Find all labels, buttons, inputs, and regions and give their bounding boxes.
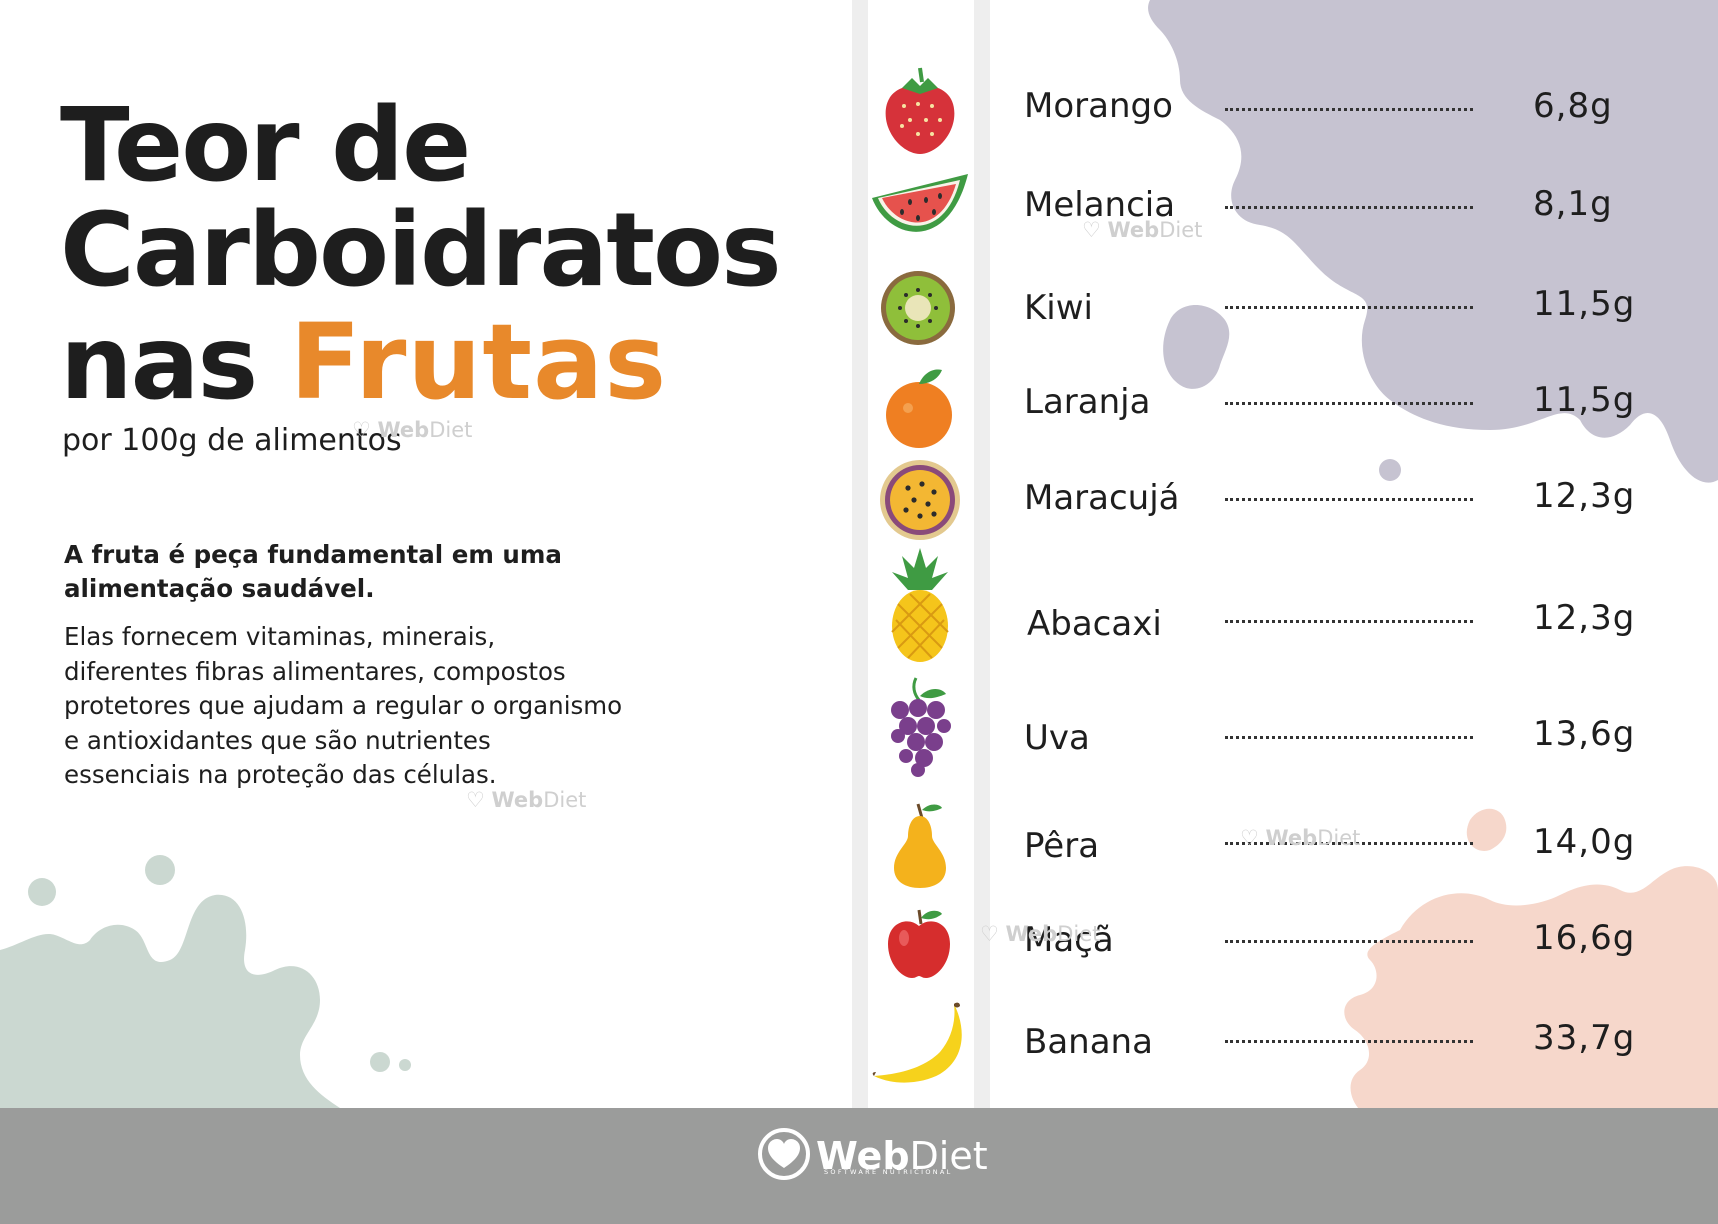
footer-brand: WebDiet — [816, 1134, 988, 1178]
list-item: Maçã 16,6g — [0, 909, 1718, 978]
fruit-name: Abacaxi — [1027, 604, 1162, 644]
carb-value: 11,5g — [1533, 284, 1636, 324]
carb-value: 14,0g — [1533, 822, 1636, 862]
dotted-leader — [1225, 108, 1473, 111]
fruit-name: Kiwi — [1024, 288, 1093, 328]
passion-fruit-icon — [880, 460, 960, 540]
carb-value: 13,6g — [1533, 714, 1636, 754]
title-line-2: Carboidratos — [60, 191, 782, 310]
carb-value: 6,8g — [1533, 86, 1613, 126]
orange-icon — [886, 369, 952, 448]
carb-value: 33,7g — [1533, 1018, 1636, 1058]
title-line-3: nas Frutas — [60, 310, 667, 415]
watermark: ♡ WebDiet — [466, 788, 587, 812]
fruit-name: Morango — [1024, 86, 1173, 126]
apple-icon — [888, 909, 950, 978]
title-prefix: nas — [60, 304, 258, 423]
dotted-leader — [1225, 842, 1473, 845]
banana-icon — [872, 1002, 962, 1083]
subtitle: por 100g de alimentos — [62, 423, 402, 458]
list-item: Morango 6,8g — [0, 67, 1718, 154]
intro-body: Elas fornecem vitaminas, minerais, difer… — [64, 622, 623, 790]
list-item: Pêra 14,0g — [0, 803, 1718, 888]
dotted-leader — [1225, 306, 1473, 309]
fruit-name: Pêra — [1024, 826, 1100, 866]
icon-column-stripe-right — [974, 0, 990, 1108]
carb-value: 12,3g — [1533, 598, 1636, 638]
fruit-name: Banana — [1024, 1022, 1153, 1062]
peach-splash — [1344, 808, 1718, 1110]
carb-value: 11,5g — [1533, 380, 1636, 420]
lavender-splash — [1148, 0, 1718, 483]
carb-value: 12,3g — [1533, 476, 1636, 516]
title-line-1: Teor de — [60, 86, 471, 205]
kiwi-icon — [881, 271, 955, 345]
dotted-leader — [1225, 1040, 1473, 1043]
carb-value: 8,1g — [1533, 184, 1613, 224]
carb-value: 16,6g — [1533, 918, 1636, 958]
footer-bar — [0, 1108, 1718, 1224]
list-item: Maracujá 12,3g — [0, 460, 1718, 540]
list-item: Banana 33,7g — [0, 1002, 1718, 1083]
list-item: Uva 13,6g — [0, 677, 1718, 777]
list-item: Abacaxi 12,3g — [0, 548, 1718, 662]
list-item: Melancia 8,1g — [0, 174, 1718, 236]
watermark: ♡ WebDiet — [1082, 218, 1203, 242]
fruit-name: Laranja — [1024, 382, 1151, 422]
heart-logo-icon — [758, 1128, 810, 1180]
pear-icon — [894, 803, 946, 888]
dotted-leader — [1225, 940, 1473, 943]
watermark: ♡ WebDiet — [352, 418, 473, 442]
fruit-name: Melancia — [1024, 185, 1176, 225]
dotted-leader — [1225, 620, 1473, 623]
green-splash — [0, 855, 411, 1108]
pineapple-icon — [891, 548, 949, 662]
title-highlight: Frutas — [289, 301, 668, 423]
list-item: Laranja 11,5g — [0, 369, 1718, 448]
grapes-icon — [891, 677, 951, 777]
fruit-name: Maçã — [1024, 920, 1114, 960]
watermark: ♡ WebDiet — [980, 922, 1101, 946]
dotted-leader — [1225, 206, 1473, 209]
dotted-leader — [1225, 736, 1473, 739]
intro-lead: A fruta é peça fundamental em uma alimen… — [64, 540, 562, 603]
watermark: ♡ WebDiet — [1240, 826, 1361, 850]
footer-tagline: SOFTWARE NUTRICIONAL — [824, 1168, 953, 1176]
watermelon-icon — [872, 174, 968, 232]
strawberry-icon — [885, 67, 955, 154]
dotted-leader — [1225, 498, 1473, 501]
dotted-leader — [1225, 402, 1473, 405]
list-item: Kiwi 11,5g — [0, 271, 1718, 345]
fruit-name: Uva — [1024, 718, 1090, 758]
fruit-name: Maracujá — [1024, 478, 1180, 518]
icon-column-stripe-left — [852, 0, 868, 1108]
